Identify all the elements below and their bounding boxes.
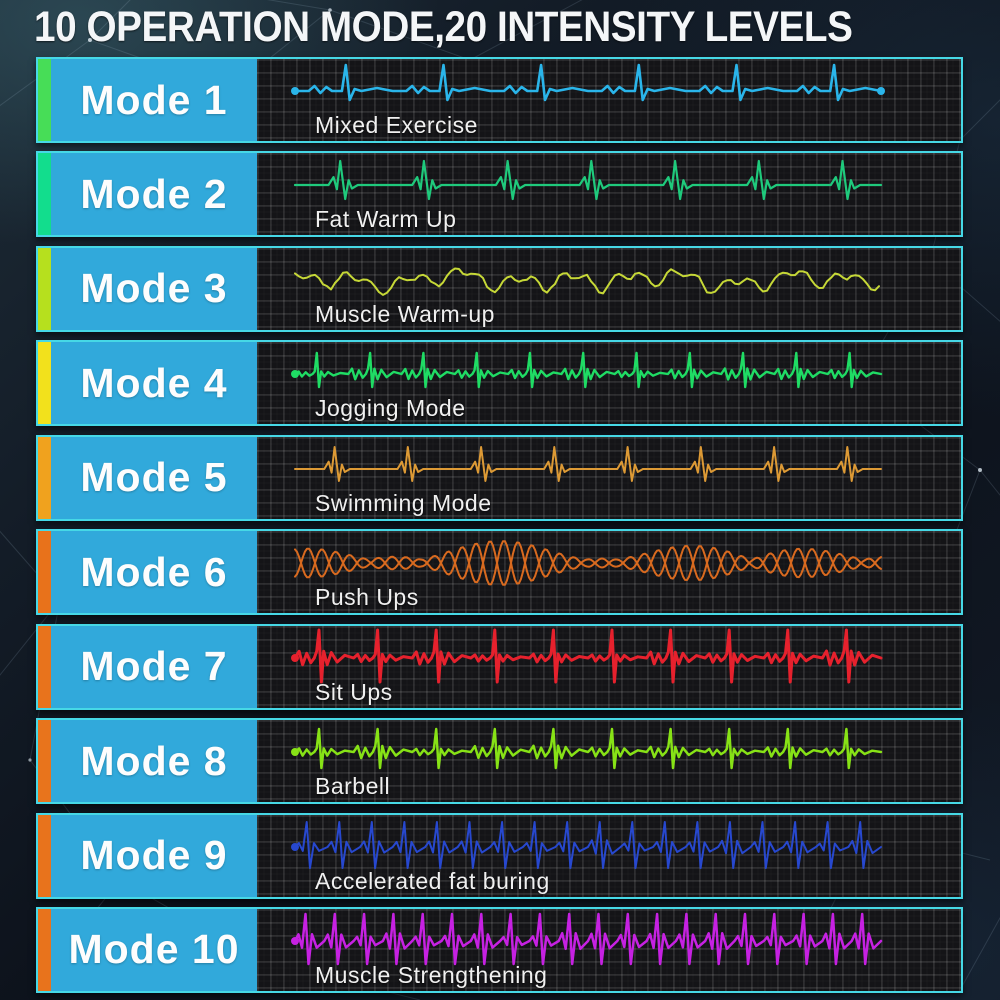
- mode-label: Mode 10: [68, 926, 240, 973]
- page-title: 10 OPERATION MODE,20 INTENSITY LEVELS: [34, 3, 853, 51]
- mode-label: Mode 3: [80, 265, 228, 312]
- mode-accent-bar: [38, 908, 51, 991]
- mode-accent-bar: [38, 625, 51, 708]
- waveform-panel: Fat Warm Up: [257, 153, 961, 236]
- exercise-label: Muscle Strengthening: [315, 961, 548, 988]
- mode-row: Mode 5 Swimming Mode: [36, 434, 963, 521]
- mode-label: Mode 8: [80, 737, 228, 784]
- exercise-label: Sit Ups: [315, 678, 393, 705]
- mode-row: Mode 3 Muscle Warm-up: [36, 245, 963, 332]
- waveform-panel: Sit Ups: [257, 625, 961, 708]
- mode-row: Mode 8 Barbell: [36, 718, 963, 805]
- waveform: [291, 727, 883, 770]
- waveform-panel: Muscle Strengthening: [257, 908, 961, 991]
- mode-accent-bar: [38, 247, 51, 330]
- mode-accent-bar: [38, 814, 51, 897]
- exercise-label: Fat Warm Up: [315, 206, 457, 233]
- waveform: [291, 352, 883, 389]
- waveform-panel: Muscle Warm-up: [257, 247, 961, 330]
- mode-row: Mode 2 Fat Warm Up: [36, 151, 963, 238]
- mode-label: Mode 4: [80, 359, 228, 406]
- mode-label: Mode 2: [80, 170, 228, 217]
- exercise-label: Jogging Mode: [315, 395, 466, 422]
- mode-accent-bar: [38, 720, 51, 803]
- mode-accent-bar: [38, 436, 51, 519]
- mode-accent-bar: [38, 531, 51, 614]
- waveform-panel: Mixed Exercise: [257, 59, 961, 141]
- mode-row: Mode 1 Mixed Exercise: [36, 57, 963, 143]
- waveform: [291, 63, 885, 102]
- waveform: [293, 160, 883, 201]
- exercise-label: Mixed Exercise: [315, 112, 478, 138]
- waveform-panel: Swimming Mode: [257, 436, 961, 519]
- waveform: [294, 445, 882, 482]
- waveform-panel: Jogging Mode: [257, 342, 961, 425]
- mode-row: Mode 4 Jogging Mode: [36, 340, 963, 427]
- mode-accent-bar: [38, 342, 51, 425]
- waveform: [291, 628, 883, 684]
- waveform: [294, 540, 882, 586]
- exercise-label: Barbell: [315, 773, 391, 800]
- mode-row: Mode 7 Sit Ups: [36, 623, 963, 710]
- mode-row: Mode 9 Accelerated fat buring: [36, 812, 963, 899]
- mode-list: Mode 1 Mixed Exercise Mode 2 Fat Warm Up…: [36, 57, 963, 993]
- mode-accent-bar: [38, 59, 51, 141]
- mode-accent-bar: [38, 153, 51, 236]
- mode-row: Mode 10 Muscle Strengthening: [36, 906, 963, 993]
- mode-label: Mode 1: [80, 76, 228, 123]
- mode-label: Mode 9: [80, 832, 228, 878]
- exercise-label: Push Ups: [315, 584, 419, 611]
- mode-row: Mode 6 Push Ups: [36, 529, 963, 616]
- exercise-label: Accelerated fat buring: [315, 867, 550, 894]
- waveform-panel: Accelerated fat buring: [257, 814, 961, 897]
- waveform-panel: Barbell: [257, 720, 961, 803]
- waveform: [291, 912, 883, 966]
- exercise-label: Muscle Warm-up: [315, 300, 495, 327]
- waveform-panel: Push Ups: [257, 531, 961, 614]
- exercise-label: Swimming Mode: [315, 489, 492, 516]
- waveform: [291, 820, 882, 869]
- waveform: [294, 267, 880, 296]
- mode-label: Mode 5: [80, 454, 228, 501]
- mode-label: Mode 7: [80, 643, 228, 690]
- mode-label: Mode 6: [80, 548, 228, 595]
